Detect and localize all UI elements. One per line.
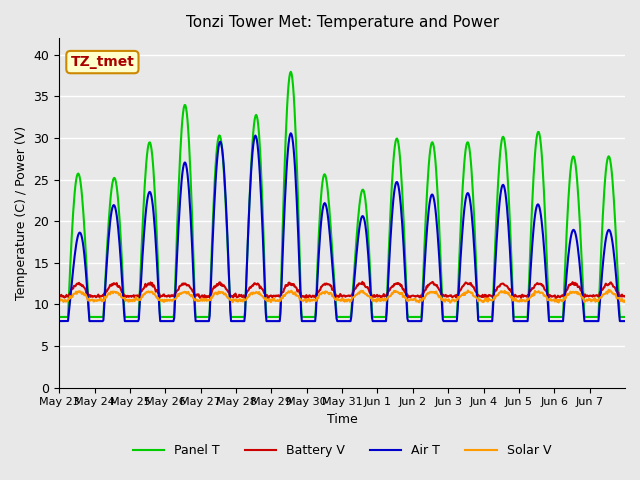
- Battery V: [55, 293, 63, 299]
- Air T: [55, 318, 63, 324]
- Panel T: [275, 314, 283, 320]
- Solar V: [122, 298, 129, 304]
- Line: Panel T: Panel T: [59, 72, 625, 317]
- Solar V: [401, 293, 408, 299]
- Panel T: [254, 117, 262, 123]
- Air T: [122, 318, 129, 324]
- Line: Solar V: Solar V: [59, 290, 625, 303]
- Air T: [621, 318, 629, 324]
- Panel T: [433, 179, 441, 184]
- Solar V: [226, 296, 234, 301]
- Legend: Panel T, Battery V, Air T, Solar V: Panel T, Battery V, Air T, Solar V: [128, 439, 556, 462]
- Panel T: [122, 314, 129, 320]
- Air T: [287, 131, 294, 136]
- Air T: [254, 143, 262, 148]
- Battery V: [434, 285, 442, 290]
- Solar V: [55, 298, 63, 303]
- Line: Air T: Air T: [59, 133, 625, 321]
- Solar V: [605, 287, 612, 293]
- Panel T: [55, 314, 63, 320]
- Solar V: [446, 300, 454, 306]
- Air T: [401, 272, 409, 277]
- Solar V: [621, 299, 629, 304]
- Line: Battery V: Battery V: [59, 282, 625, 299]
- Title: Tonzi Tower Met: Temperature and Power: Tonzi Tower Met: Temperature and Power: [186, 15, 499, 30]
- Air T: [226, 288, 234, 294]
- Y-axis label: Temperature (C) / Power (V): Temperature (C) / Power (V): [15, 126, 28, 300]
- Solar V: [432, 288, 440, 294]
- Battery V: [621, 294, 629, 300]
- Panel T: [287, 69, 294, 75]
- Panel T: [621, 314, 629, 320]
- Battery V: [122, 293, 129, 299]
- Text: TZ_tmet: TZ_tmet: [70, 55, 134, 69]
- Panel T: [401, 254, 409, 260]
- Battery V: [402, 291, 410, 297]
- Battery V: [226, 292, 234, 298]
- Battery V: [301, 296, 309, 301]
- X-axis label: Time: Time: [326, 413, 358, 426]
- Solar V: [275, 298, 283, 304]
- Battery V: [254, 281, 262, 287]
- Air T: [275, 318, 283, 324]
- Panel T: [226, 288, 234, 294]
- Solar V: [254, 290, 262, 296]
- Battery V: [275, 293, 283, 299]
- Air T: [433, 221, 441, 227]
- Battery V: [358, 279, 366, 285]
